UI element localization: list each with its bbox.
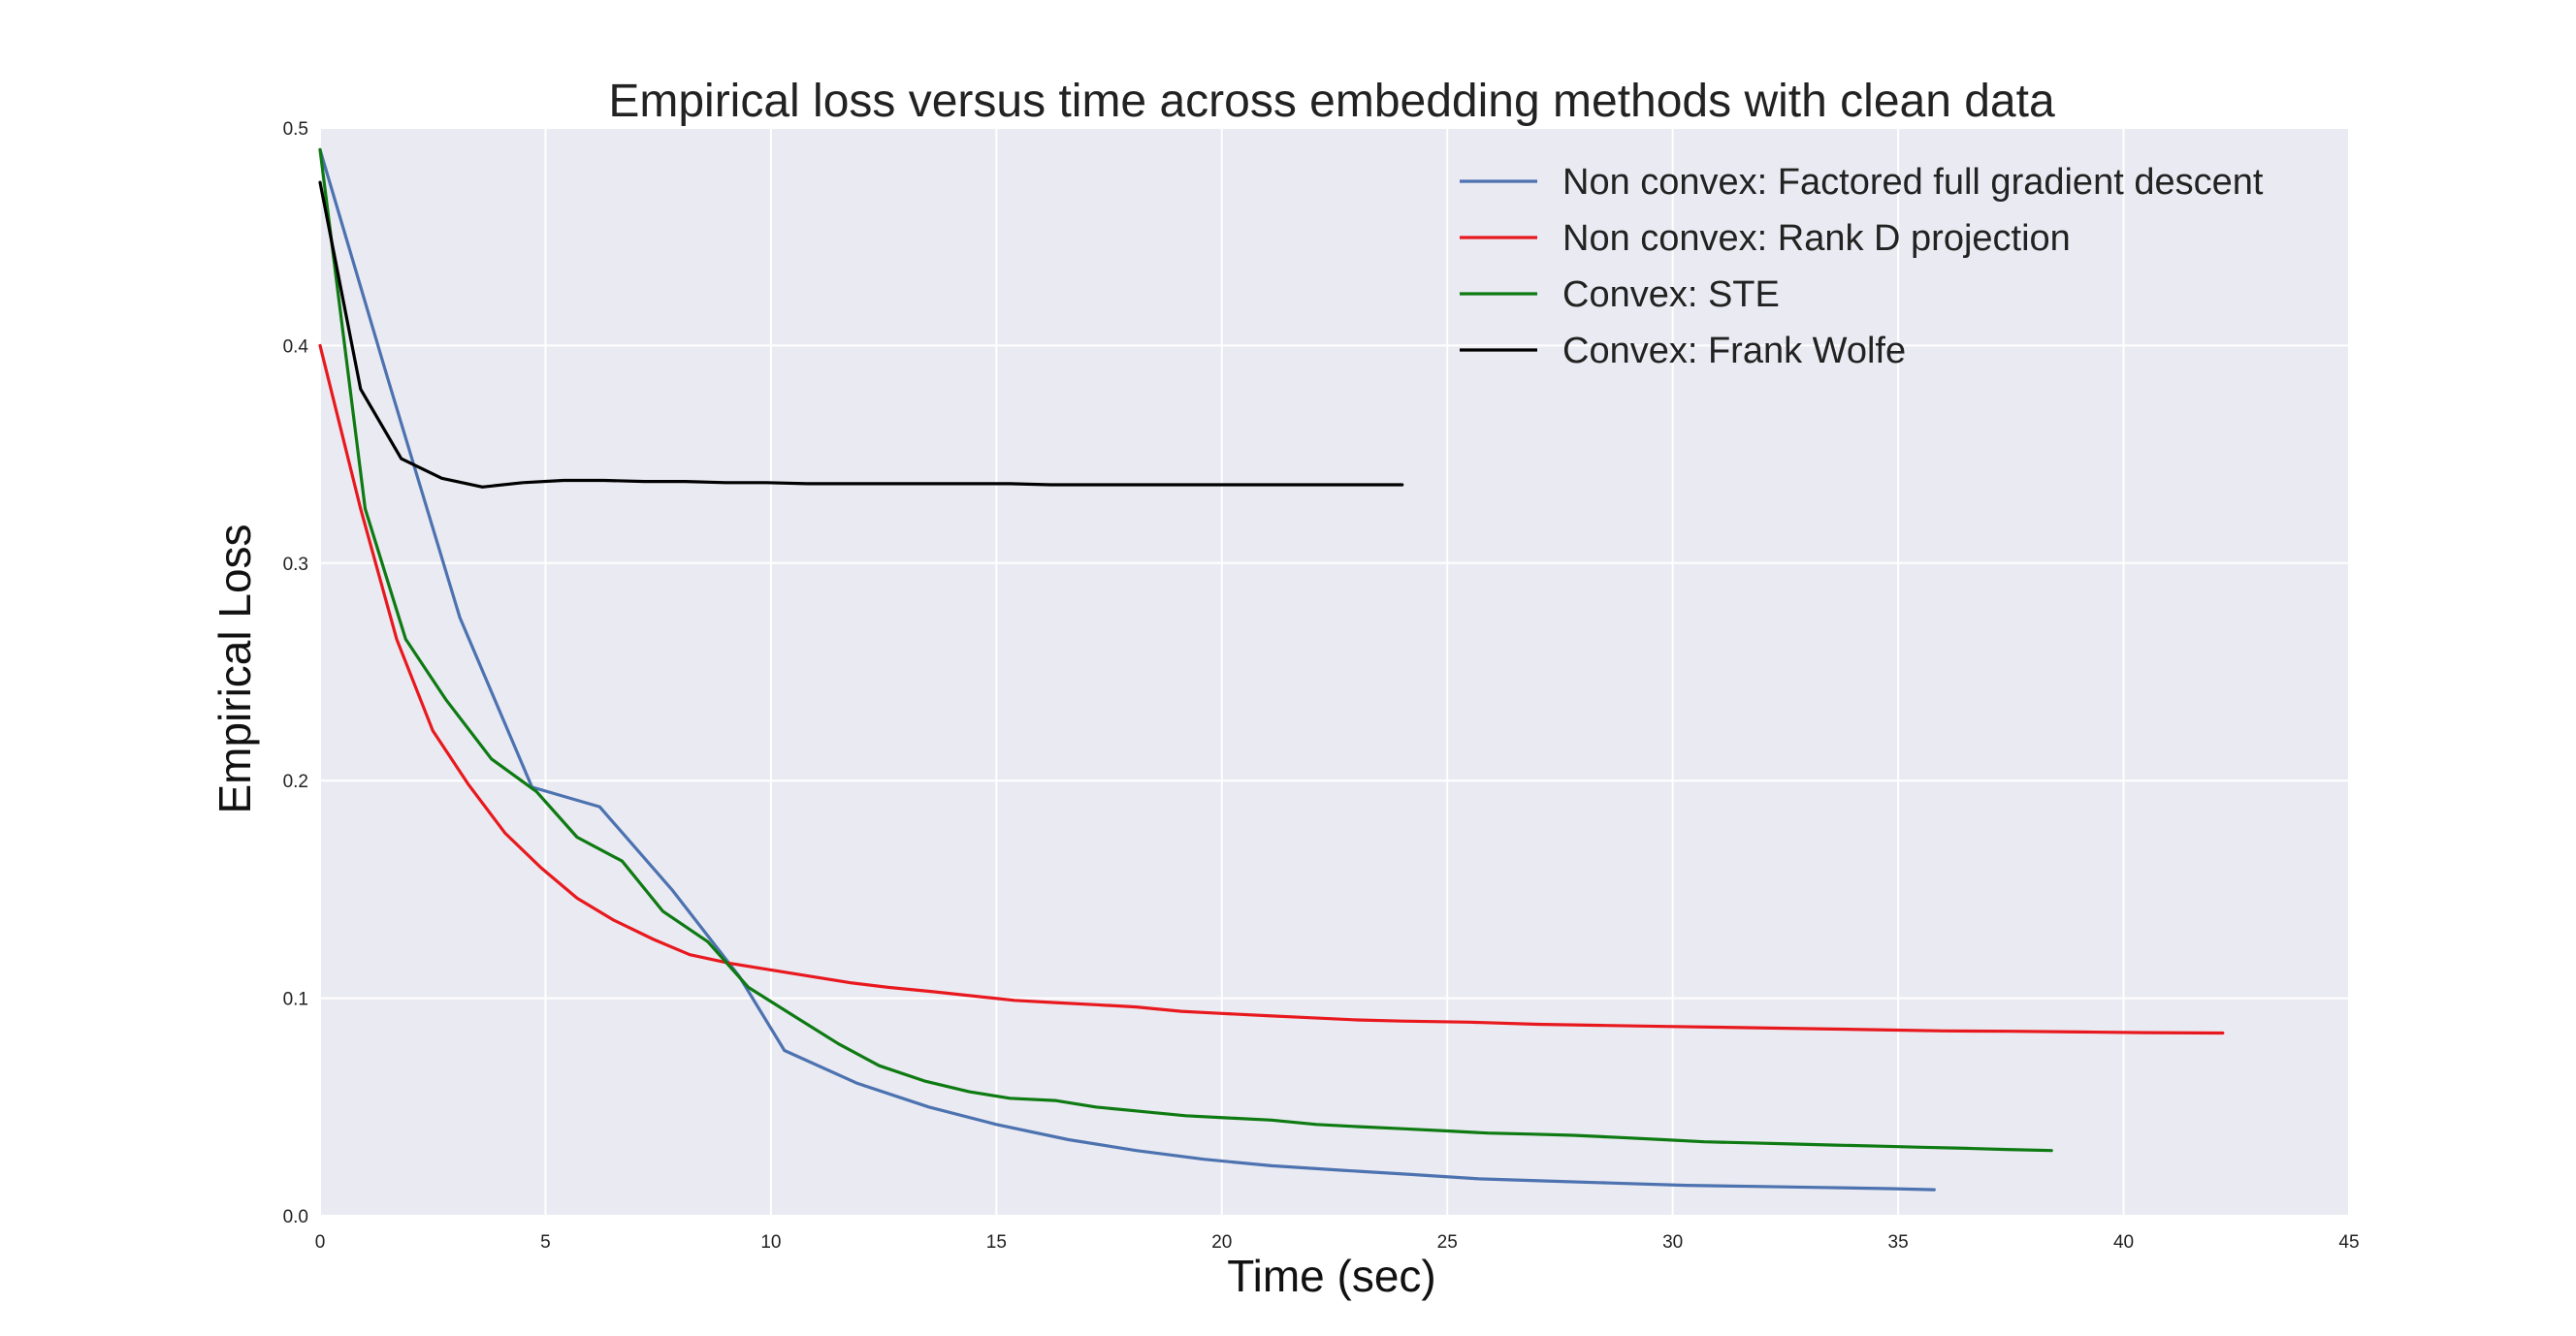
series-line xyxy=(318,343,2225,1035)
x-tick-label: 20 xyxy=(1211,1232,1232,1253)
x-tick-label: 30 xyxy=(1662,1232,1683,1253)
x-tick-label: 10 xyxy=(760,1232,781,1253)
plot-area xyxy=(320,128,2349,1216)
series-line xyxy=(318,180,1404,489)
y-tick-label: 0.0 xyxy=(283,1207,308,1227)
y-tick-label: 0.4 xyxy=(283,336,309,357)
series-lines xyxy=(318,147,2225,1192)
x-tick-label: 40 xyxy=(2113,1232,2134,1253)
x-tick-label: 5 xyxy=(540,1232,551,1253)
legend: Non convex: Factored full gradient desce… xyxy=(1460,162,2264,371)
x-axis-ticks: 0 5 10 15 20 25 30 35 40 45 xyxy=(315,1232,2360,1253)
y-tick-label: 0.2 xyxy=(283,772,308,792)
y-tick-label: 0.5 xyxy=(283,119,308,140)
y-tick-label: 0.3 xyxy=(283,555,308,575)
x-tick-label: 25 xyxy=(1437,1232,1458,1253)
x-tick-label: 45 xyxy=(2338,1232,2359,1253)
grid-lines xyxy=(319,127,2350,1217)
y-axis-ticks: 0.0 0.1 0.2 0.3 0.4 0.5 xyxy=(283,119,309,1227)
legend-label: Convex: Frank Wolfe xyxy=(1562,331,1906,371)
x-tick-label: 15 xyxy=(986,1232,1007,1253)
legend-label: Convex: STE xyxy=(1562,274,1780,315)
x-axis-title: Time (sec) xyxy=(1227,1251,1436,1301)
legend-label: Non convex: Rank D projection xyxy=(1562,218,2071,259)
y-axis-title: Empirical Loss xyxy=(209,524,260,813)
series-line xyxy=(318,147,1936,1192)
y-tick-label: 0.1 xyxy=(283,990,308,1010)
chart-title: Empirical loss versus time across embedd… xyxy=(608,76,2055,127)
x-tick-label: 0 xyxy=(315,1232,326,1253)
legend-label: Non convex: Factored full gradient desce… xyxy=(1562,162,2264,203)
x-tick-label: 35 xyxy=(1888,1232,1909,1253)
series-line xyxy=(318,147,2053,1153)
